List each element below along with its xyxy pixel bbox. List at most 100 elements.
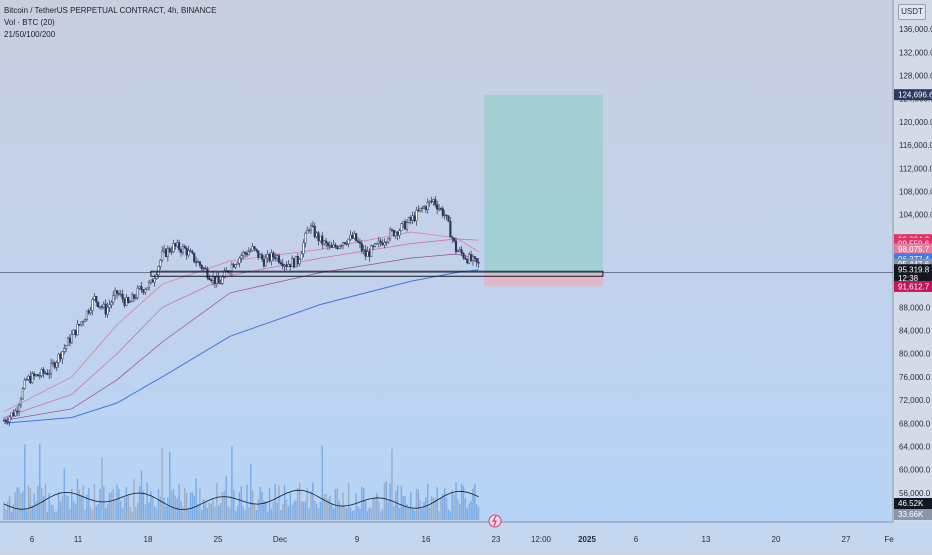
candle-body [321,235,324,245]
volume-bar [460,483,463,520]
candle-body [426,202,429,210]
volume-bar [436,487,438,520]
legend-volume[interactable]: Vol · BTC (20) [4,18,55,27]
volume-bar [137,502,139,520]
candle-body [31,373,34,383]
price-tick-label: 108,000.0 [899,187,932,196]
volume-bar [421,508,423,520]
volume-bar [428,507,431,520]
candle-body [80,321,83,326]
candle-body [424,206,427,210]
volume-bar [364,500,367,520]
candle-body [89,310,92,314]
volume-bar [379,511,382,520]
volume-bar [201,510,203,520]
volume-bar [191,492,194,520]
candle-body [29,375,32,383]
volume-bar [212,499,214,520]
candle-body [351,234,354,239]
candle-body [91,299,94,311]
candle-body [132,294,135,299]
candle-body [287,264,290,267]
candle-body [468,254,471,264]
volume-bar [398,508,401,520]
candle-body [168,248,171,252]
volume-bar [411,507,414,520]
support-line[interactable] [0,270,893,277]
volume-bar [144,504,146,520]
candle-body [144,289,147,293]
candle-body [198,261,201,266]
time-axis-background[interactable] [0,522,932,550]
candle-body [454,240,458,252]
candle-body [330,245,333,248]
volume-bar [381,509,384,520]
candle-body [430,200,433,203]
price-tag [894,264,932,276]
volume-bar [476,504,478,520]
candle-body [302,242,305,254]
volume-bar [95,505,97,520]
candle-body [40,369,43,376]
volume-bar [468,503,470,520]
volume-bar [40,487,43,520]
volume-bar [374,497,376,520]
candle-body [407,217,410,223]
legend-symbol[interactable]: Bitcoin / TetherUS PERPETUAL CONTRACT, 4… [4,6,217,15]
volume-bar [402,496,404,520]
candle-body [328,245,331,247]
candle-body [112,295,115,303]
volume-bar [442,494,444,520]
candle-body [33,373,36,377]
candle-body [428,200,431,203]
volume-bar [274,483,276,520]
volume-bar [155,508,158,520]
price-tag [894,243,932,255]
volume-bar [218,505,220,520]
candle-body [281,263,284,267]
candle-body [36,374,39,377]
currency-button[interactable]: USDT [898,4,926,20]
volume-bar [263,500,265,520]
candle-body [157,266,160,275]
time-tick-label: 16 [422,535,431,544]
volume-bar [82,485,84,520]
candle-body [72,329,75,335]
candle-body [439,208,442,210]
time-axis-ticks: 6 11 18 25 Dec 9 16 23 12:00 2025 6 13 20 27 Fe [30,535,894,544]
candle-body [153,278,156,283]
volume-bar [99,488,101,520]
candle-body [385,241,388,244]
volume-bar [71,488,73,520]
legend-ma[interactable]: 21/50/100/200 [4,30,56,39]
volume-bar [178,484,180,520]
volume-bar [265,501,267,520]
candle-body [76,323,79,336]
replay-icon[interactable] [488,514,502,528]
volume-bar [419,500,421,520]
volume-bar [282,504,284,520]
chart-legend: Bitcoin / TetherUS PERPETUAL CONTRACT, 4… [4,5,217,41]
candle-body [360,243,363,252]
candle-body [387,238,390,243]
candle-body [61,351,64,360]
candle-body [409,217,412,221]
candle-body [470,254,473,261]
volume-bar [12,504,15,520]
volume-bar [25,509,28,520]
candle-body [215,276,218,285]
candle-body [323,240,326,245]
candle-body [276,255,279,259]
candle-body [42,369,45,374]
candle-body [260,254,264,260]
candle-body [379,240,382,244]
volume-bar [317,508,320,520]
candle-body [240,255,243,259]
volume-bar [63,468,65,520]
candles [2,195,480,426]
position-tool[interactable] [484,94,603,287]
candle-body [50,363,53,374]
candle-body [377,240,380,244]
